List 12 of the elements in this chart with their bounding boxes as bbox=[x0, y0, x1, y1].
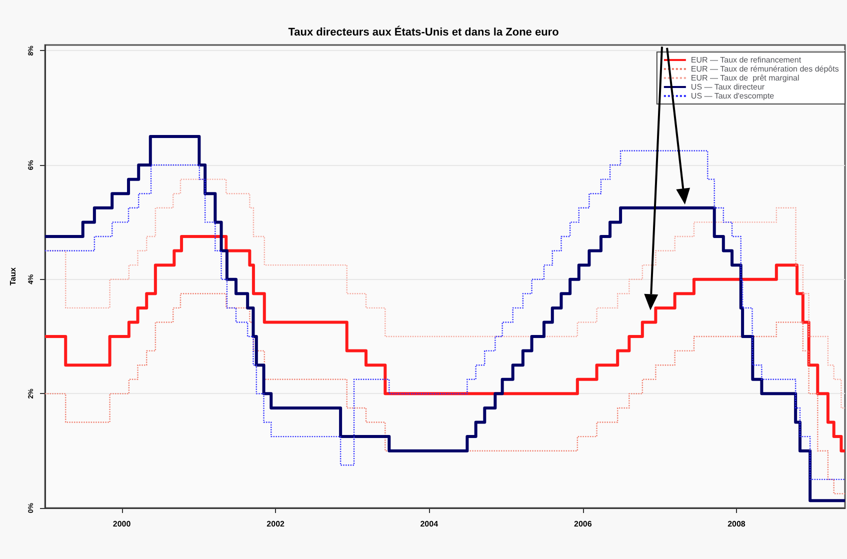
chart-title: Taux directeurs aux États-Unis et dans la Zone euro bbox=[288, 26, 560, 38]
y-axis-title: Taux bbox=[8, 266, 18, 286]
legend-label: EUR — Taux de prêt marginal bbox=[690, 74, 800, 82]
x-tick-label: 2008 bbox=[728, 520, 746, 528]
legend-label: EUR — Taux de rémunération des dépôts bbox=[690, 64, 839, 74]
legend-label: EUR — Taux de refinancement bbox=[690, 56, 802, 64]
x-tick-label: 2004 bbox=[420, 520, 439, 528]
x-tick-label: 2000 bbox=[112, 520, 132, 528]
x-tick-label: 2006 bbox=[574, 520, 592, 528]
legend-label: US — Taux d'escompte bbox=[690, 92, 775, 100]
x-tick-label: 2002 bbox=[266, 520, 286, 528]
legend-label: US — Taux directeur bbox=[690, 82, 765, 92]
